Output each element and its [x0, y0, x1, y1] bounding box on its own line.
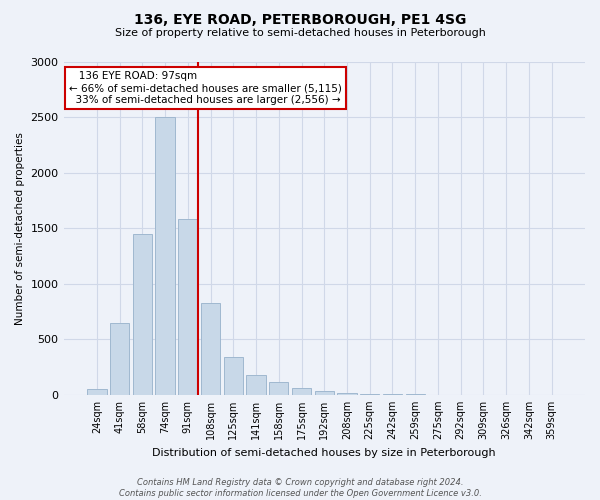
Bar — [292, 388, 311, 395]
Bar — [360, 394, 379, 395]
Bar — [178, 220, 197, 395]
Bar — [314, 392, 334, 395]
Text: 136 EYE ROAD: 97sqm
← 66% of semi-detached houses are smaller (5,115)
  33% of s: 136 EYE ROAD: 97sqm ← 66% of semi-detach… — [69, 72, 341, 104]
Bar — [110, 322, 130, 395]
Bar — [133, 234, 152, 395]
Bar — [247, 376, 266, 395]
Bar — [87, 388, 107, 395]
Text: 136, EYE ROAD, PETERBOROUGH, PE1 4SG: 136, EYE ROAD, PETERBOROUGH, PE1 4SG — [134, 12, 466, 26]
X-axis label: Distribution of semi-detached houses by size in Peterborough: Distribution of semi-detached houses by … — [152, 448, 496, 458]
Text: Size of property relative to semi-detached houses in Peterborough: Size of property relative to semi-detach… — [115, 28, 485, 38]
Y-axis label: Number of semi-detached properties: Number of semi-detached properties — [15, 132, 25, 324]
Bar — [201, 302, 220, 395]
Bar — [269, 382, 289, 395]
Bar — [337, 393, 356, 395]
Bar — [155, 117, 175, 395]
Text: Contains HM Land Registry data © Crown copyright and database right 2024.
Contai: Contains HM Land Registry data © Crown c… — [119, 478, 481, 498]
Bar — [224, 357, 243, 395]
